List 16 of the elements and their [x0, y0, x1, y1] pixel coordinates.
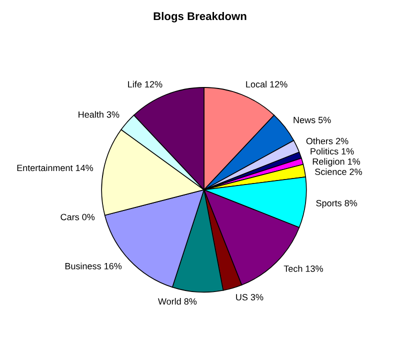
slice-label: Local 12% — [246, 80, 288, 88]
slice-label: Entertainment 14% — [17, 164, 94, 172]
slice-label: Others 2% — [306, 138, 348, 144]
slice-label: Tech 13% — [284, 265, 323, 272]
slice-label: Science 2% — [315, 168, 362, 175]
slice-label: Religion 1% — [312, 158, 360, 167]
slice-label: US 3% — [236, 294, 264, 300]
slice-label: Health 3% — [78, 111, 120, 118]
slice-label: Business 16% — [65, 262, 122, 270]
category-label: Cars 0% — [60, 214, 95, 220]
slice-label: Life 12% — [128, 80, 162, 88]
slice-label: World 8% — [158, 298, 197, 305]
chart-title: Blogs Breakdown — [154, 12, 246, 22]
slice-label: Politics 1% — [310, 148, 354, 155]
slice-label: News 5% — [294, 116, 331, 124]
slice-label: Sports 8% — [316, 200, 358, 208]
